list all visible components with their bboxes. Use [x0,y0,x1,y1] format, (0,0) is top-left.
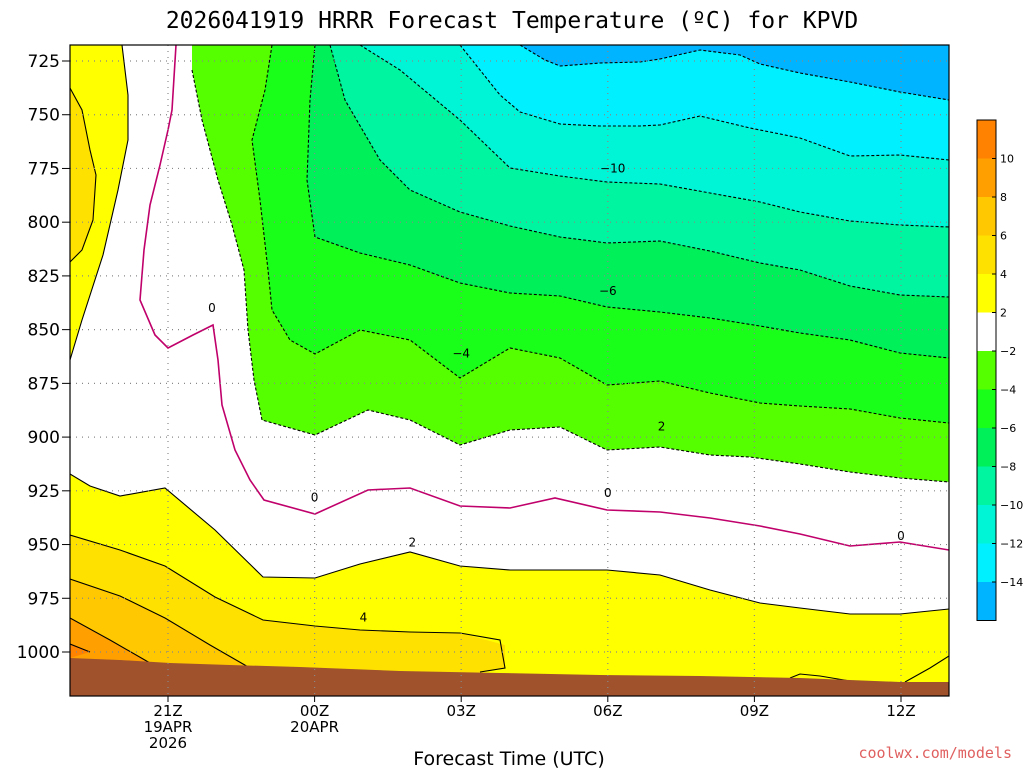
y-tick-label: 725 [28,52,60,72]
positive-contours [70,45,949,683]
contour-label: 0 [208,301,216,315]
ground-surface [70,658,949,696]
y-tick-label: 875 [28,374,60,394]
contour-plus-2-small [789,673,851,682]
colorbar-segment [977,312,996,351]
y-tick-label: 950 [28,536,60,556]
colorbar-segment [977,582,996,621]
x-tick-label: 19APR [144,718,193,736]
contour-minus-2 [191,69,949,483]
colorbar-segment [977,120,996,159]
contour-minus-6 [306,45,949,359]
contour-plus-6 [70,578,251,669]
x-tick-label: 09Z [740,702,769,720]
contour-label: −4 [452,346,470,360]
x-tick-label: 21Z [153,702,182,720]
x-axis-title: Forecast Time (UTC) [413,748,604,768]
contour-label: 0 [604,486,612,500]
y-tick-label: 775 [28,159,60,179]
contour-label: −10 [600,161,625,175]
contour-plus-2-right [904,655,949,683]
contour-label: 2 [409,535,417,549]
y-gridlines [70,60,949,653]
colorbar-label: −14 [1000,576,1023,589]
contour-label: −6 [599,284,617,298]
y-tick-label: 975 [28,589,60,609]
colorbar-segment [977,389,996,428]
y-tick-label: 900 [28,428,60,448]
y-tick-label: 750 [28,106,60,126]
contour-minus-4 [251,45,949,424]
warm-column-left-core [70,88,96,262]
contour-label: 0 [311,490,319,504]
contour-minus-14 [519,45,949,101]
region-plus-10 [70,644,90,658]
contour-label: 0 [897,529,905,543]
colorbar-label: 4 [1000,268,1007,281]
colorbar-segment [977,158,996,197]
colorbar-segment [977,197,996,236]
colorbar-segment [977,505,996,544]
x-tick-label: 20APR [290,718,339,736]
colorbar-segment [977,351,996,390]
y-tick-label: 800 [28,213,60,233]
colorbar-segment [977,235,996,274]
freezing-line [139,45,949,551]
contour-plus-8 [70,617,151,664]
colorbar-label: 6 [1000,230,1007,243]
contour-minus-12 [459,45,949,161]
colorbar-label: −8 [1000,461,1016,474]
y-tick-label: 825 [28,267,60,287]
contour-label: 4 [360,611,368,625]
colorbar-label: 10 [1000,153,1014,166]
colorbar-label: −12 [1000,538,1023,551]
x-tick-label: 06Z [593,702,622,720]
x-tick-label: 2026 [149,734,187,752]
contour-minus-8 [329,45,949,298]
x-gridlines [167,45,902,696]
temperature-field [70,45,949,696]
colorbar: 10 8 6 4 2 −2 −4 −6 −8 −10 −12 −14 [976,119,1023,621]
region-minus-14 [520,45,949,100]
colorbar-label: −10 [1000,499,1023,512]
y-tick-label: 925 [28,482,60,502]
x-tick-label: 03Z [447,702,476,720]
colorbar-label: −4 [1000,384,1016,397]
contour-plus-4 [70,534,506,673]
y-tick-label: 850 [28,321,60,341]
colorbar-segment [977,274,996,313]
colorbar-frame [976,119,997,621]
colorbar-label: 2 [1000,307,1007,320]
contour-plus-2 [70,473,949,615]
colorbar-segment [977,543,996,582]
contour-plus-4-left [70,87,97,263]
contour-plus-10 [70,643,91,653]
negative-contours [191,45,949,483]
colorbar-label: 8 [1000,191,1007,204]
contour-plus-2-left [70,45,129,361]
colorbar-label: −2 [1000,345,1016,358]
x-tick-label: 12Z [886,702,915,720]
y-tick-label: 1000 [17,643,60,663]
x-tick-label: 00Z [300,702,329,720]
colorbar-segment [977,466,996,505]
contour-minus-10 [359,45,949,228]
y-axis: 725 750 775 800 825 850 875 900 925 950 975 1000 [17,52,70,663]
contour-labels: 0 0 0 0 2 2 4 −4 −6 −10 [208,161,905,625]
plot-frame [69,44,950,697]
contour-label: 2 [658,419,666,433]
credit-text[interactable]: coolwx.com/models [858,744,1012,762]
chart-title: 2026041919 HRRR Forecast Temperature (ºC… [166,8,858,34]
colorbar-segment [977,428,996,467]
colorbar-label: −6 [1000,422,1016,435]
